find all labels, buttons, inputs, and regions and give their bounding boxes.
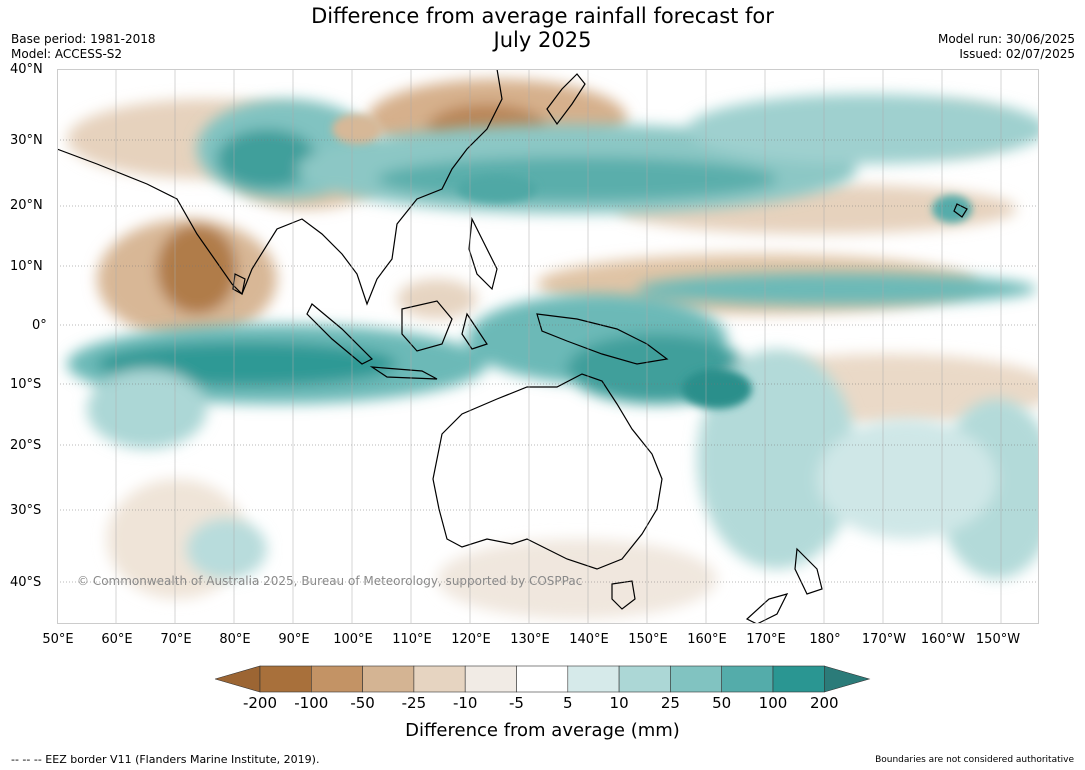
lat-label: 0° xyxy=(32,318,47,333)
model-info: Base period: 1981-2018 Model: ACCESS-S2 xyxy=(11,32,156,62)
lat-label: 10°S xyxy=(10,377,42,392)
issued-date: Issued: 02/07/2025 xyxy=(959,47,1075,61)
tasmania-coast xyxy=(611,580,636,610)
lon-label: 50°E xyxy=(42,632,74,647)
lon-label: 150°W xyxy=(975,632,1021,647)
base-period: Base period: 1981-2018 xyxy=(11,32,156,46)
colorbar-segment xyxy=(259,665,312,693)
colorbar-tick-label: -25 xyxy=(401,694,427,712)
colorbar-extend-high xyxy=(823,665,871,693)
lon-label: 170°E xyxy=(746,632,786,647)
colorbar-segment xyxy=(772,665,825,693)
lon-label: 180° xyxy=(809,632,841,647)
eez-legend: -- -- -- EEZ border V11 (Flanders Marine… xyxy=(11,753,320,766)
nz-north-coast xyxy=(794,547,823,595)
colorbar-tick-label: 25 xyxy=(660,694,680,712)
lon-label: 140°E xyxy=(569,632,609,647)
lat-label: 30°S xyxy=(10,503,42,518)
hawaii-coast xyxy=(953,203,968,218)
lat-label: 40°S xyxy=(10,575,42,590)
colorbar-segment xyxy=(567,665,620,693)
title-line-1: Difference from average rainfall forecas… xyxy=(311,4,774,28)
colorbar xyxy=(215,665,871,693)
lon-label: 130°E xyxy=(510,632,550,647)
colorbar-title: Difference from average (mm) xyxy=(405,720,680,741)
sri-lanka-coast xyxy=(232,273,246,295)
colorbar-tick-label: -5 xyxy=(509,694,524,712)
lon-label: 150°E xyxy=(628,632,668,647)
colorbar-tick-label: -100 xyxy=(294,694,329,712)
colorbar-tick-label: 200 xyxy=(809,694,839,712)
colorbar-tick-label: 5 xyxy=(563,694,573,712)
title-line-2: July 2025 xyxy=(493,28,592,52)
lon-label: 160°W xyxy=(920,632,966,647)
colorbar-segment xyxy=(516,665,569,693)
lat-label: 10°N xyxy=(10,259,43,274)
copyright-note: © Commonwealth of Australia 2025, Bureau… xyxy=(77,574,583,588)
lat-label: 30°N xyxy=(10,133,43,148)
run-info: Model run: 30/06/2025 Issued: 02/07/2025 xyxy=(938,32,1075,62)
lon-label: 100°E xyxy=(333,632,373,647)
colorbar-segment xyxy=(464,665,517,693)
colorbar-segment xyxy=(618,665,671,693)
borneo-coast xyxy=(401,300,453,352)
colorbar-tick-label: -50 xyxy=(350,694,375,712)
lon-label: 70°E xyxy=(160,632,192,647)
lat-label: 20°S xyxy=(10,438,42,453)
colorbar-segment xyxy=(670,665,722,693)
map-title: Difference from average rainfall forecas… xyxy=(0,4,1085,52)
philippines-coast xyxy=(468,216,498,291)
asia-coast xyxy=(57,69,503,306)
colorbar-segment xyxy=(413,665,466,693)
lon-label: 80°E xyxy=(219,632,251,647)
meridians xyxy=(57,69,1002,624)
colorbar-tick-label: 10 xyxy=(609,694,629,712)
model-run: Model run: 30/06/2025 xyxy=(937,32,1075,46)
colorbar-extend-low xyxy=(215,665,261,693)
java-coast xyxy=(369,366,438,380)
colorbar-tick-label: 50 xyxy=(712,694,732,712)
lon-label: 170°W xyxy=(861,632,907,647)
sulawesi-coast xyxy=(461,312,488,350)
nz-south-coast xyxy=(745,593,789,624)
colorbar-segment xyxy=(721,665,774,693)
lon-label: 110°E xyxy=(392,632,432,647)
coastlines xyxy=(57,69,968,624)
sumatra-coast xyxy=(306,303,374,365)
new-guinea-coast xyxy=(536,313,669,365)
colorbar-tick-label: 100 xyxy=(758,694,788,712)
colorbar-tick-label: -200 xyxy=(242,694,278,712)
colorbar-segment xyxy=(311,665,363,693)
colorbar-segments xyxy=(215,665,871,693)
model-name: Model: ACCESS-S2 xyxy=(11,47,123,61)
australia-coast xyxy=(432,373,663,570)
map-frame xyxy=(57,69,1039,624)
colorbar-segment xyxy=(362,665,415,693)
map-svg xyxy=(57,69,1039,624)
lon-label: 160°E xyxy=(687,632,727,647)
lon-label: 60°E xyxy=(101,632,133,647)
lat-label: 20°N xyxy=(10,198,43,213)
japan-coast xyxy=(546,73,586,126)
lat-label: 40°N xyxy=(10,62,43,77)
boundary-disclaimer: Boundaries are not considered authoritat… xyxy=(875,755,1074,765)
lon-label: 120°E xyxy=(451,632,491,647)
colorbar-tick-label: -10 xyxy=(452,694,478,712)
lon-label: 90°E xyxy=(278,632,310,647)
rainfall-anomaly-map xyxy=(57,69,1039,624)
